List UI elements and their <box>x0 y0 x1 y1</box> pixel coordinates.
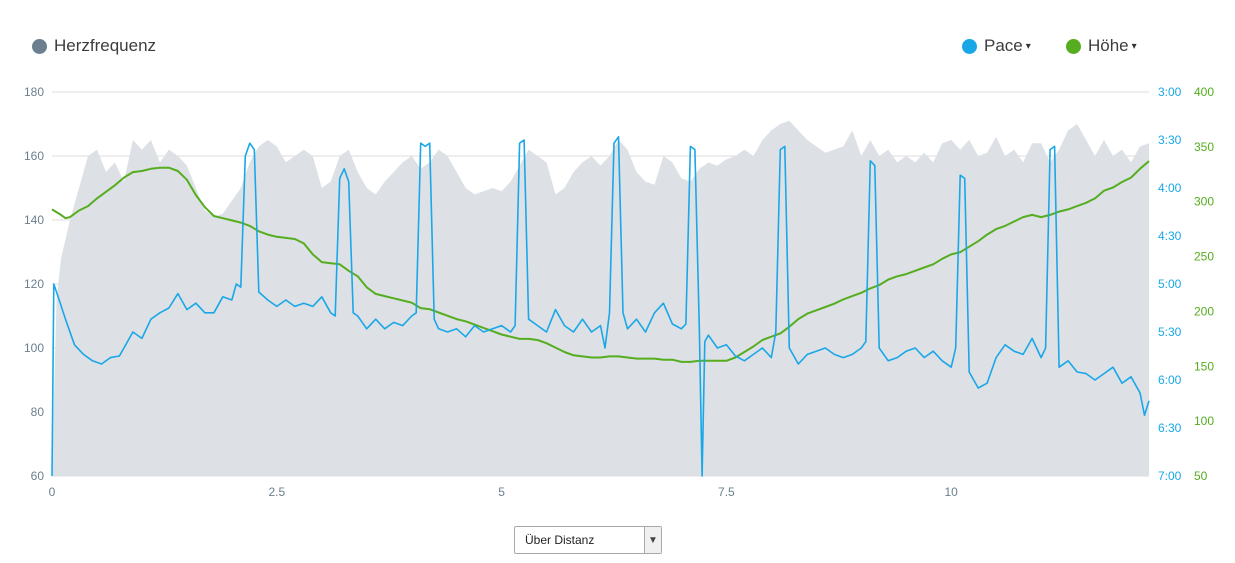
pace-dropdown-caret-icon[interactable]: ▾ <box>1025 40 1031 52</box>
pace-line <box>51 136 1150 477</box>
elevation-tick-label: 50 <box>1194 469 1208 483</box>
legend-elevation-label: Höhe <box>1088 36 1129 55</box>
heart-rate-tick-label: 140 <box>24 213 44 227</box>
distance-tick-label: 5 <box>498 485 505 499</box>
legend-heart-rate[interactable]: Herzfrequenz <box>32 36 156 56</box>
heart-rate-tick-label: 100 <box>24 341 44 355</box>
pace-tick-label: 4:30 <box>1158 229 1182 243</box>
legend-pace[interactable]: Pace ▾ <box>962 36 1031 56</box>
distance-tick-label: 7.5 <box>718 485 735 499</box>
pace-tick-label: 7:00 <box>1158 469 1182 483</box>
elevation-axis: 50 100 150 200 250 300 350 400 <box>1194 85 1214 483</box>
view-mode-select[interactable]: Über Distanz ▼ <box>514 526 662 554</box>
pace-tick-label: 4:00 <box>1158 181 1182 195</box>
heart-rate-tick-label: 120 <box>24 277 44 291</box>
view-mode-selected-value: Über Distanz <box>525 533 595 547</box>
distance-tick-label: 0 <box>49 485 56 499</box>
distance-axis: 0 2.5 5 7.5 10 <box>49 485 959 499</box>
elevation-tick-label: 400 <box>1194 85 1214 99</box>
elevation-dot-icon <box>1066 38 1081 54</box>
heart-rate-axis: 60 80 100 120 140 160 180 <box>24 85 44 483</box>
elevation-tick-label: 200 <box>1194 304 1214 318</box>
pace-tick-label: 6:30 <box>1158 421 1182 435</box>
elevation-tick-label: 150 <box>1194 359 1214 373</box>
heart-rate-tick-label: 80 <box>31 405 45 419</box>
elevation-tick-label: 350 <box>1194 140 1214 154</box>
elevation-tick-label: 300 <box>1194 195 1214 209</box>
legend-pace-label: Pace <box>984 36 1023 55</box>
heart-rate-area-series <box>52 120 1149 477</box>
pace-tick-label: 5:00 <box>1158 277 1182 291</box>
elevation-line <box>51 160 1150 363</box>
elevation-line-series <box>51 160 1150 363</box>
chevron-down-icon[interactable]: ▼ <box>644 527 661 553</box>
pace-dot-icon <box>962 38 977 54</box>
legend-heart-rate-label: Herzfrequenz <box>54 36 157 55</box>
heart-rate-tick-label: 60 <box>31 469 45 483</box>
pace-tick-label: 5:30 <box>1158 325 1182 339</box>
heart-rate-tick-label: 180 <box>24 85 44 99</box>
pace-line-series <box>51 136 1150 477</box>
pace-tick-label: 6:00 <box>1158 373 1182 387</box>
heart-rate-area <box>52 120 1149 477</box>
heart-rate-tick-label: 160 <box>24 149 44 163</box>
elevation-tick-label: 250 <box>1194 250 1214 264</box>
legend-elevation[interactable]: Höhe ▾ <box>1066 36 1137 56</box>
heart-rate-dot-icon <box>32 38 47 54</box>
pace-tick-label: 3:30 <box>1158 133 1182 147</box>
distance-tick-label: 10 <box>945 485 959 499</box>
elevation-dropdown-caret-icon[interactable]: ▾ <box>1131 40 1137 52</box>
pace-tick-label: 3:00 <box>1158 85 1182 99</box>
elevation-tick-label: 100 <box>1194 414 1214 428</box>
distance-tick-label: 2.5 <box>268 485 285 499</box>
pace-axis: 3:00 3:30 4:00 4:30 5:00 5:30 6:00 6:30 7:00 <box>1158 85 1182 483</box>
